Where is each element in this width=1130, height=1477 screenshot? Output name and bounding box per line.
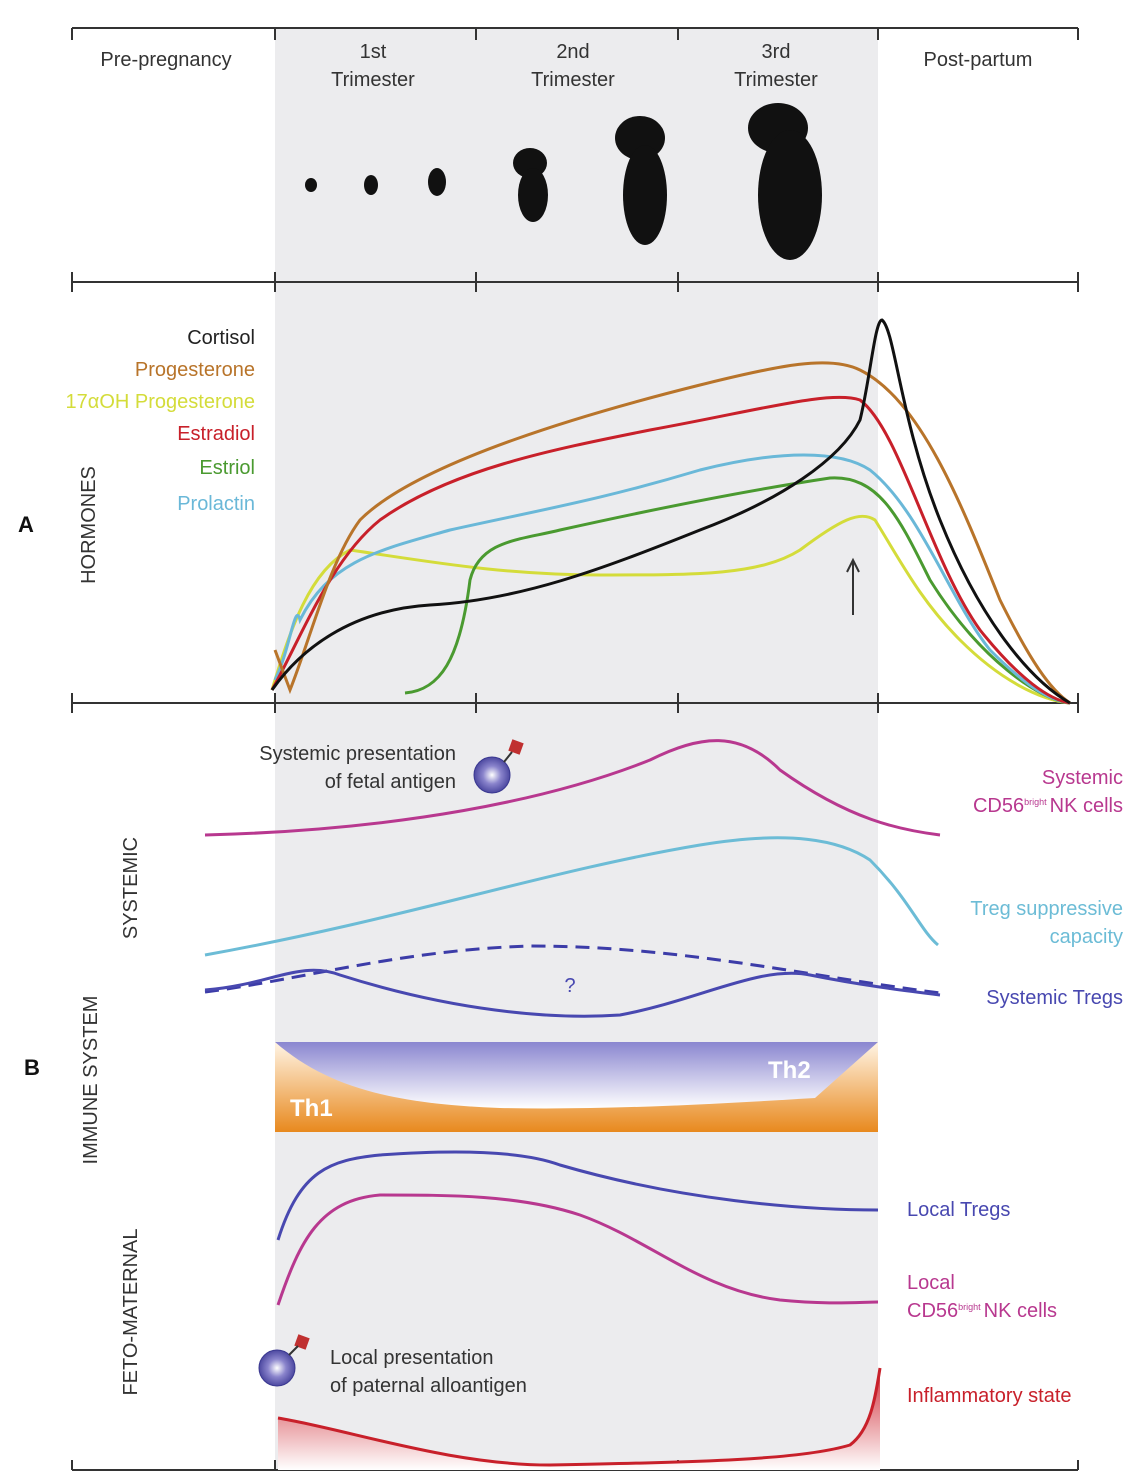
period-label: 1st bbox=[360, 41, 387, 63]
legend-label: Prolactin bbox=[177, 493, 255, 515]
annotation: Systemic presentation bbox=[259, 743, 456, 765]
section-label: FETO-MATERNAL bbox=[120, 1228, 142, 1395]
legend-label: Cortisol bbox=[187, 327, 255, 349]
label-sup: bright bbox=[1024, 797, 1047, 807]
legend-label: Estriol bbox=[199, 457, 255, 479]
annotation: Local presentation bbox=[330, 1347, 493, 1369]
annotation: of paternal alloantigen bbox=[330, 1375, 527, 1397]
section-label: SYSTEMIC bbox=[120, 837, 142, 939]
curve-label: Inflammatory state bbox=[907, 1385, 1072, 1407]
curve-label: Systemic bbox=[1042, 767, 1123, 789]
period-label: Trimester bbox=[331, 69, 415, 91]
annotation: ? bbox=[564, 975, 575, 997]
th1-label: Th1 bbox=[290, 1095, 333, 1122]
label-part: NK cells bbox=[1050, 795, 1123, 817]
axis-label: IMMUNE SYSTEM bbox=[80, 996, 102, 1165]
legend-label: Progesterone bbox=[135, 359, 255, 381]
period-label: Trimester bbox=[734, 69, 818, 91]
axis-label: HORMONES bbox=[78, 466, 100, 584]
th2-label: Th2 bbox=[768, 1057, 811, 1084]
label-sup: bright bbox=[958, 1302, 981, 1312]
panel-label: B bbox=[24, 1055, 40, 1080]
th-balance: Th1 Th2 bbox=[275, 1042, 878, 1132]
period-label: 3rd bbox=[762, 41, 791, 63]
label-part: NK cells bbox=[984, 1300, 1057, 1322]
annotation: of fetal antigen bbox=[325, 771, 456, 793]
period-label: 2nd bbox=[556, 41, 589, 63]
legend-label: Estradiol bbox=[177, 423, 255, 445]
label-part: CD56 bbox=[973, 795, 1024, 817]
curve-label: capacity bbox=[1050, 926, 1123, 948]
curve-label: Systemic Tregs bbox=[986, 987, 1123, 1009]
label-part: CD56 bbox=[907, 1300, 958, 1322]
legend-label: 17αOH Progesterone bbox=[66, 391, 255, 413]
curve-label: Treg suppressive bbox=[970, 898, 1123, 920]
period-label: Pre-pregnancy bbox=[100, 49, 231, 71]
period-label: Trimester bbox=[531, 69, 615, 91]
panel-label: A bbox=[18, 512, 34, 537]
period-label: Post-partum bbox=[924, 49, 1033, 71]
curve-label: Local bbox=[907, 1272, 955, 1294]
diagram: Pre-pregnancy 1st Trimester 2nd Trimeste… bbox=[0, 0, 1130, 1477]
curve-label: Local Tregs bbox=[907, 1199, 1010, 1221]
